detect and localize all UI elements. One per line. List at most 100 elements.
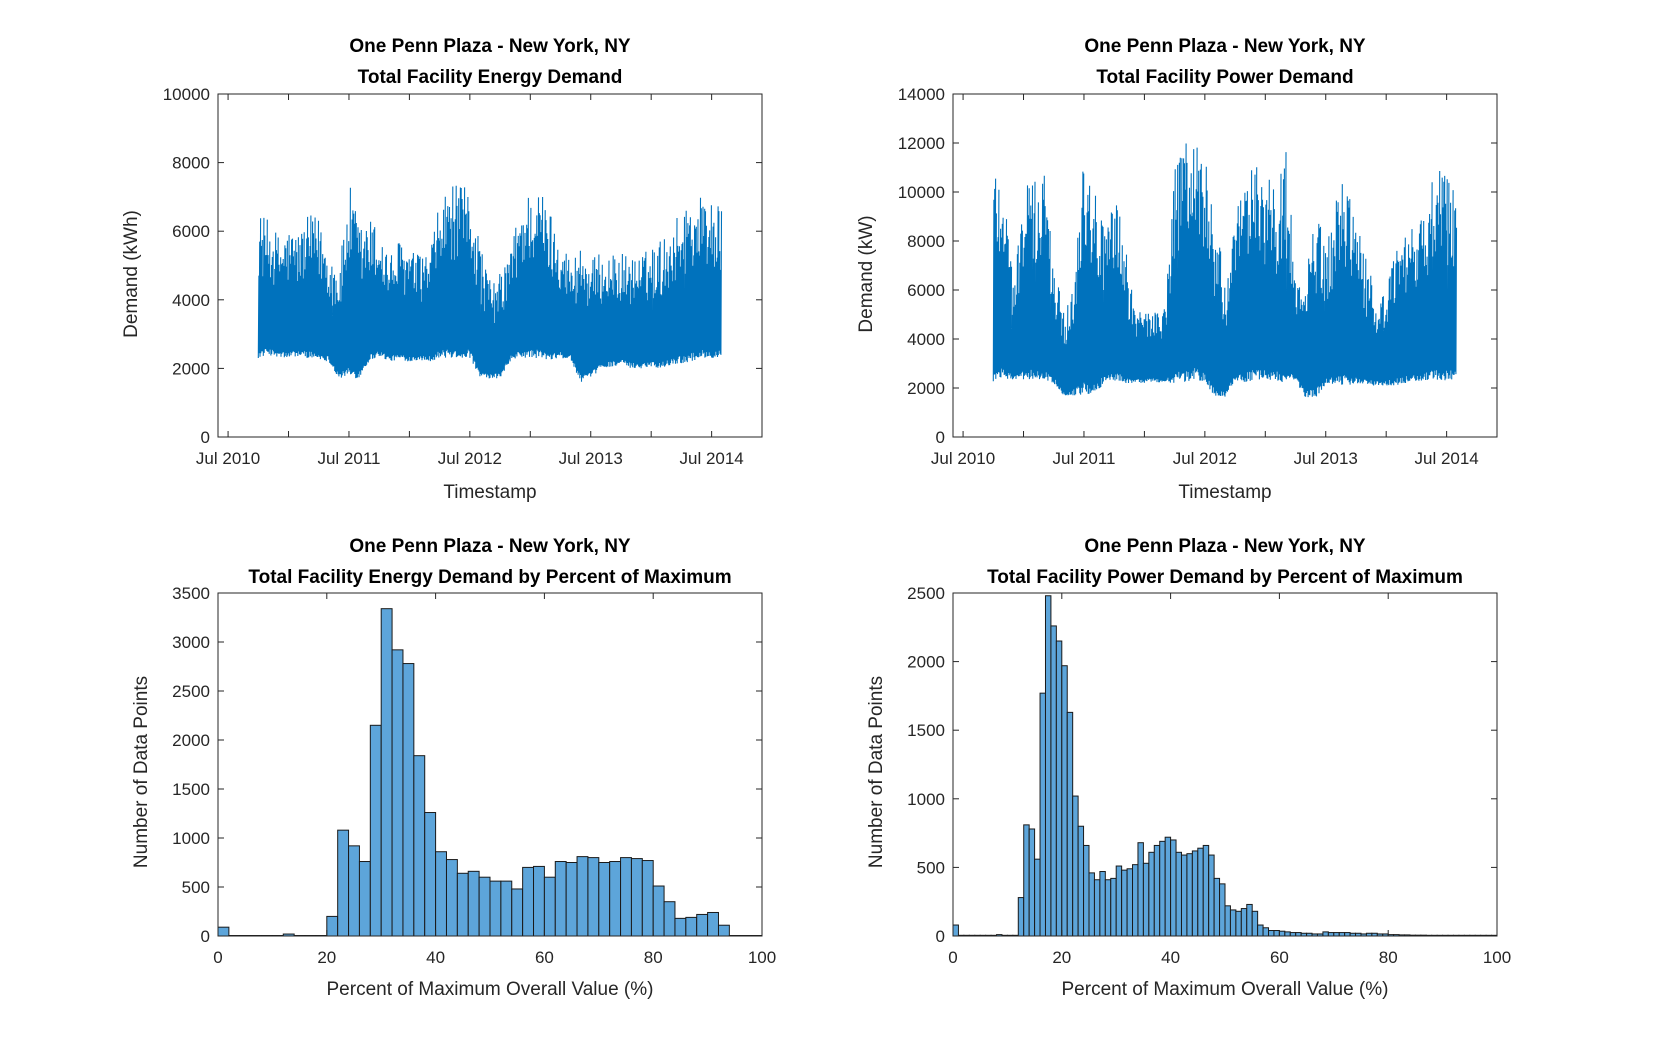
histogram-bar	[1175, 851, 1182, 937]
histogram-bar	[1126, 868, 1134, 937]
chart-title-line1: One Penn Plaza - New York, NY	[349, 536, 631, 557]
histogram-bar	[1061, 665, 1068, 937]
y-tick-label: 1500	[907, 721, 945, 740]
histogram-bar	[1159, 840, 1166, 937]
plot-area-border	[952, 93, 1498, 438]
histogram-bar	[1099, 871, 1106, 937]
histogram-bar	[217, 926, 230, 937]
histogram-bar	[1170, 839, 1177, 937]
demand-series-line	[992, 143, 1458, 398]
histogram-bar	[1050, 625, 1057, 937]
histogram-bar	[369, 724, 382, 937]
histogram-bar	[445, 859, 458, 937]
histogram-bar	[1132, 864, 1139, 937]
histogram-bar	[1028, 828, 1036, 937]
x-tick-label: 60	[535, 948, 554, 967]
histogram-bar	[1262, 927, 1270, 937]
histogram-bar	[1017, 897, 1025, 937]
histogram-bar	[1093, 879, 1101, 937]
histogram-bar	[435, 851, 447, 937]
histogram-bar	[1137, 842, 1144, 937]
y-axis-label: Demand (kWh)	[121, 210, 142, 338]
chart-title-line1: One Penn Plaza - New York, NY	[1084, 536, 1366, 557]
energy-demand-histogram-panel: One Penn Plaza - New York, NY Total Faci…	[131, 536, 776, 1000]
y-tick-label: 0	[936, 428, 945, 447]
histogram-bar	[522, 866, 535, 937]
histogram-bar	[391, 649, 404, 937]
x-tick-label: 100	[1483, 948, 1511, 967]
x-tick-label: Jul 2012	[438, 449, 502, 468]
histogram-bar	[554, 861, 567, 937]
histogram-bar	[1295, 932, 1302, 937]
histogram-bar	[1322, 931, 1329, 937]
power-demand-timeseries-panel: One Penn Plaza - New York, NY Total Faci…	[856, 36, 1498, 503]
x-tick-label: Jul 2010	[931, 449, 995, 468]
histogram-bar	[1344, 932, 1351, 937]
histogram-bar	[337, 829, 350, 937]
histogram-bar	[1153, 844, 1161, 937]
histogram-bar	[674, 917, 687, 937]
histogram-bar	[1235, 910, 1242, 937]
histogram-bar	[952, 924, 959, 937]
histogram-bar	[543, 876, 556, 937]
y-tick-label: 0	[201, 927, 210, 946]
histogram-bar	[1278, 930, 1286, 937]
y-axis-label: Number of Data Points	[131, 676, 152, 868]
histogram-bar	[1251, 910, 1259, 937]
histogram-bar	[1121, 869, 1128, 937]
x-tick-label: Jul 2014	[679, 449, 743, 468]
y-tick-label: 4000	[907, 330, 945, 349]
energy-demand-timeseries-panel: One Penn Plaza - New York, NY Total Faci…	[121, 36, 763, 503]
histogram-bar	[511, 888, 524, 937]
y-tick-label: 10000	[898, 183, 945, 202]
y-tick-label: 8000	[172, 154, 210, 173]
y-tick-label: 1500	[172, 780, 210, 799]
histogram-bar	[685, 916, 698, 937]
y-axis-label: Number of Data Points	[866, 676, 887, 868]
chart-title-line2: Total Facility Power Demand by Percent o…	[987, 567, 1463, 588]
histogram-bar	[1284, 931, 1291, 937]
y-tick-label: 6000	[172, 222, 210, 241]
histogram-bar	[402, 663, 415, 937]
histogram-bar	[576, 856, 589, 937]
y-tick-label: 2500	[907, 584, 945, 603]
y-tick-label: 6000	[907, 281, 945, 300]
y-tick-label: 14000	[898, 85, 945, 104]
y-tick-label: 1000	[172, 829, 210, 848]
histogram-bar	[1066, 711, 1074, 937]
histogram-bar	[1039, 692, 1046, 937]
histogram-bar	[696, 913, 709, 937]
histogram-bar	[1180, 854, 1188, 937]
x-tick-label: 60	[1270, 948, 1289, 967]
y-tick-label: 1000	[907, 790, 945, 809]
power-demand-histogram-panel: One Penn Plaza - New York, NY Total Faci…	[866, 536, 1511, 1000]
x-tick-label: 80	[644, 948, 663, 967]
y-tick-label: 500	[182, 878, 210, 897]
histogram-bar	[1148, 851, 1155, 937]
x-tick-label: Jul 2011	[317, 449, 380, 468]
x-tick-label: 40	[426, 948, 445, 967]
histogram-bar	[1088, 872, 1095, 937]
histogram-bar	[587, 857, 600, 937]
histogram-bar	[1077, 825, 1085, 937]
x-tick-label: 0	[213, 948, 222, 967]
y-axis-label: Demand (kW)	[856, 215, 877, 332]
y-tick-label: 500	[917, 858, 945, 877]
y-tick-label: 8000	[907, 232, 945, 251]
histogram-bar	[1104, 879, 1112, 937]
x-tick-label: 20	[317, 948, 336, 967]
y-tick-label: 2000	[172, 731, 210, 750]
histogram-bar	[1257, 924, 1264, 937]
x-tick-label: 100	[748, 948, 776, 967]
histogram-bar	[489, 880, 502, 937]
histogram-bar	[1338, 932, 1346, 937]
x-tick-label: 20	[1052, 948, 1071, 967]
y-tick-label: 0	[201, 428, 210, 447]
plot-area-border	[217, 592, 763, 937]
histogram-bar	[663, 901, 676, 937]
y-tick-label: 3000	[172, 633, 210, 652]
histogram-bar	[1333, 932, 1340, 937]
histogram-bar	[1240, 908, 1248, 937]
x-tick-label: Jul 2011	[1052, 449, 1115, 468]
